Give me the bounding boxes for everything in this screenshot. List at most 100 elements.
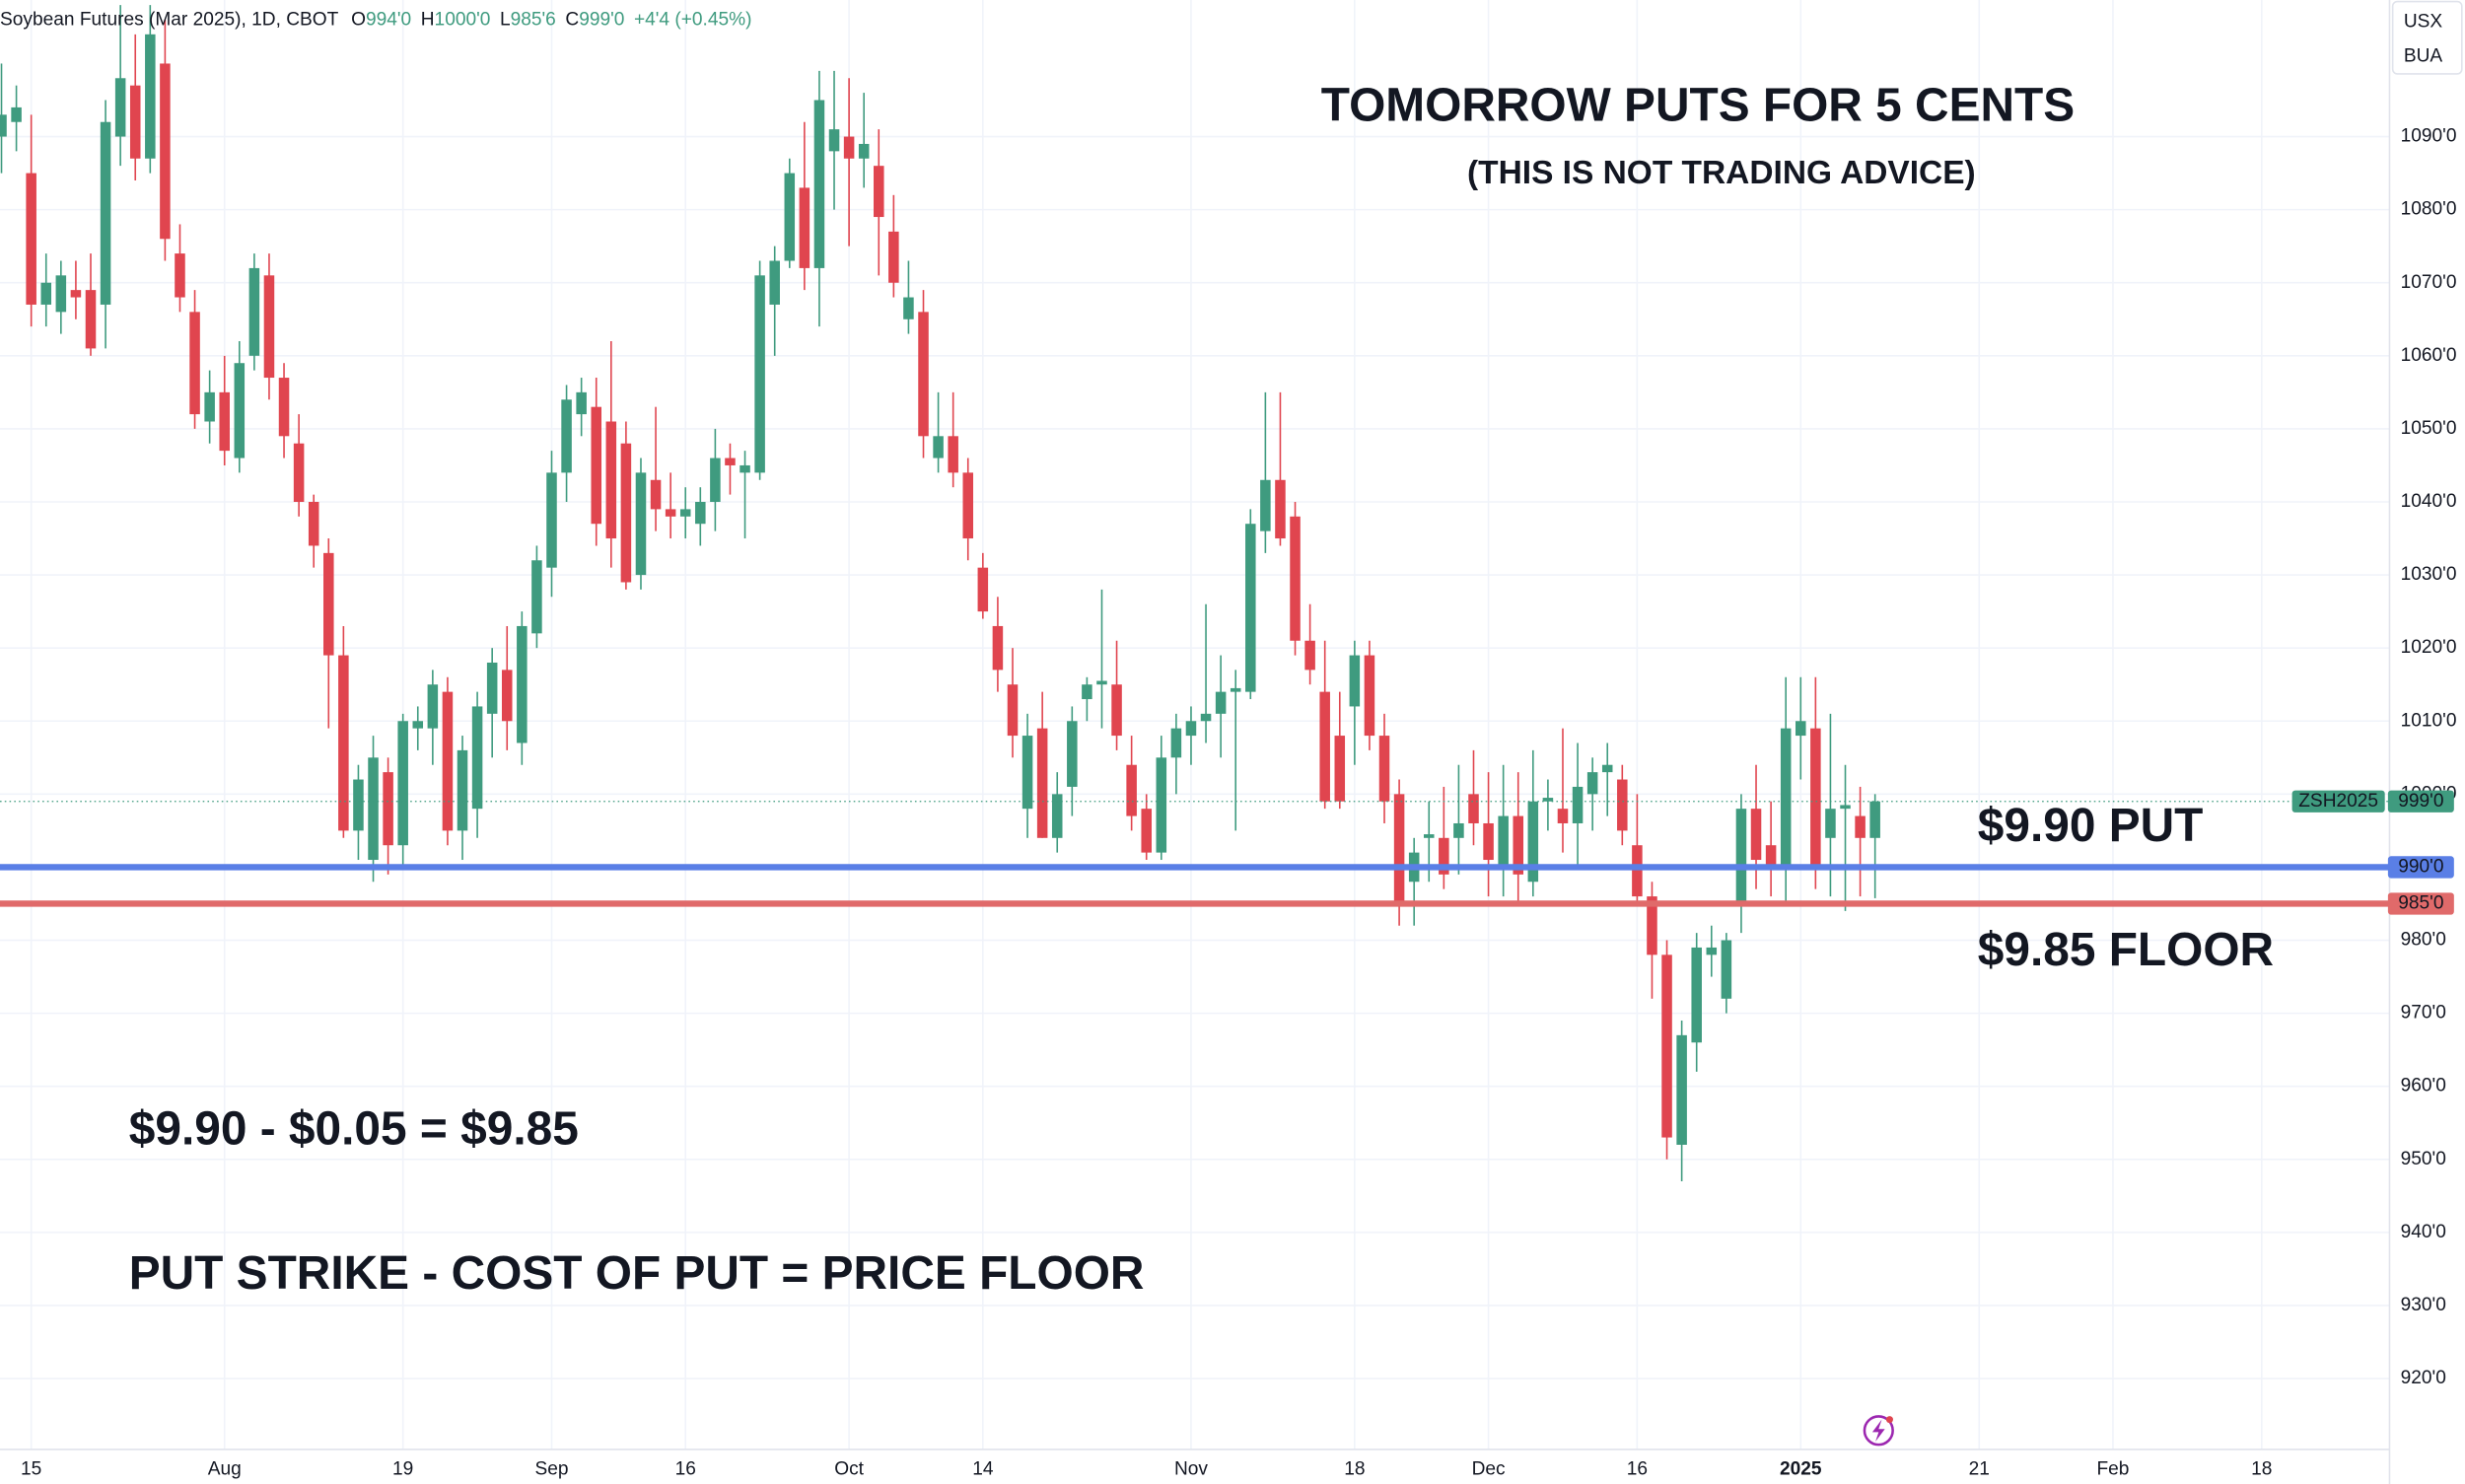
symbol-label-box — [2291, 790, 2385, 813]
candle-body — [457, 749, 468, 831]
candle-body — [1021, 736, 1033, 810]
candle-body — [679, 509, 691, 517]
candle-body — [1869, 801, 1880, 838]
candle-body — [234, 363, 246, 459]
candle-body — [1200, 713, 1212, 722]
candle-body — [55, 275, 67, 313]
labels: 990'0 985'0 ZSH2025 999'0 — [2291, 790, 2454, 915]
candle-body — [1706, 947, 1718, 955]
candle-body — [85, 290, 97, 349]
price-label-box — [2387, 892, 2454, 915]
candle-body — [1423, 834, 1435, 838]
candle-body — [1557, 809, 1569, 823]
candle-body — [531, 560, 542, 634]
candle-body — [471, 706, 483, 810]
ohlc-key: H — [421, 10, 435, 31]
candle-body — [1170, 728, 1182, 758]
annotation: $9.90 PUT — [1978, 800, 2204, 852]
candle-body — [1304, 640, 1315, 671]
candle-body — [1527, 801, 1539, 883]
price-lines — [0, 801, 2390, 907]
candle-body — [1765, 845, 1777, 868]
candle-body — [695, 501, 706, 525]
candle-body — [293, 443, 305, 502]
candle-body — [784, 173, 796, 261]
candle-body — [1036, 728, 1048, 838]
ohlc-value: 994'0 — [366, 10, 411, 31]
candle-body — [189, 312, 200, 415]
x-tick-label: Dec — [1472, 1459, 1506, 1480]
candle-body — [1275, 479, 1286, 539]
x-tick-label: Sep — [534, 1459, 568, 1480]
candle-body — [412, 721, 424, 729]
icon-dot[interactable] — [1885, 1416, 1893, 1424]
candle-body — [204, 391, 215, 422]
candle-body — [635, 472, 647, 576]
candle-body — [1453, 822, 1464, 838]
candle-body — [799, 187, 810, 268]
candle-body — [1810, 728, 1821, 868]
ohlc-value: 999'0 — [579, 10, 624, 31]
candle-body — [100, 121, 111, 305]
candle-body — [1735, 809, 1747, 904]
price-label: 985'0 — [2398, 893, 2443, 914]
icon-ring[interactable] — [1863, 1415, 1894, 1447]
candle-body — [1780, 728, 1792, 868]
candle-body — [145, 34, 156, 159]
candle-body — [70, 290, 82, 298]
ohlc-key: L — [500, 10, 511, 31]
candle-body — [828, 129, 840, 152]
scale-box[interactable]: USX BUA — [2391, 0, 2463, 75]
candle-body — [1676, 1034, 1687, 1145]
candle-body — [308, 501, 319, 546]
scale-unit[interactable]: USX — [2404, 11, 2443, 32]
annotation: $9.90 - $0.05 = $9.85 — [129, 1103, 579, 1156]
candle-body — [888, 231, 899, 283]
candle-body — [1007, 684, 1019, 737]
annotation: TOMORROW PUTS FOR 5 CENTS — [1321, 80, 2075, 132]
candle-body — [323, 552, 334, 656]
candle-body — [1586, 772, 1598, 795]
candle-body — [427, 684, 439, 729]
candle-body — [591, 406, 601, 525]
candle-body — [517, 625, 528, 743]
candle-body — [1141, 809, 1152, 853]
candle-body — [1483, 822, 1494, 861]
candle-body — [1855, 815, 1866, 838]
candle-body — [1319, 691, 1330, 802]
candle-body — [1840, 805, 1851, 810]
y-tick-label: 1020'0 — [2401, 637, 2457, 658]
candle-body — [1067, 721, 1078, 787]
change: +4'4 (+0.45%) — [634, 10, 752, 31]
candle-body — [962, 472, 974, 539]
candle-body — [1111, 684, 1122, 737]
candle-body — [948, 436, 958, 473]
candle-body — [219, 391, 230, 452]
scale-unit[interactable]: BUA — [2404, 45, 2443, 66]
candle-body — [1051, 794, 1063, 838]
candle-body — [11, 106, 22, 122]
candle-body — [248, 267, 260, 356]
ohlc-key: C — [565, 10, 579, 31]
candle-body — [992, 625, 1004, 671]
lightning-icon[interactable] — [1863, 1415, 1894, 1447]
scale-box-frame[interactable] — [2391, 0, 2463, 75]
icon-bolt[interactable] — [1871, 1419, 1885, 1442]
annotation: (THIS IS NOT TRADING ADVICE) — [1467, 155, 1976, 191]
x-tick-label: Nov — [1174, 1459, 1208, 1480]
y-tick-label: 1010'0 — [2401, 710, 2457, 731]
x-tick-label: Oct — [834, 1459, 864, 1480]
candle-body — [338, 655, 349, 831]
candle-body — [1542, 798, 1554, 802]
candle-body — [1513, 815, 1524, 875]
symbol-header: Soybean Futures (Mar 2025), 1D, CBOT O994… — [0, 10, 752, 31]
candle-body — [1439, 837, 1449, 875]
x-tick-label: 21 — [1969, 1459, 1990, 1480]
candle-body — [561, 399, 572, 473]
symbol-title: Soybean Futures (Mar 2025), 1D, CBOT — [0, 10, 339, 31]
x-tick-label: 16 — [675, 1459, 696, 1480]
candle-body — [278, 378, 290, 437]
candle-body — [397, 721, 408, 846]
y-tick-label: 1090'0 — [2401, 126, 2457, 147]
